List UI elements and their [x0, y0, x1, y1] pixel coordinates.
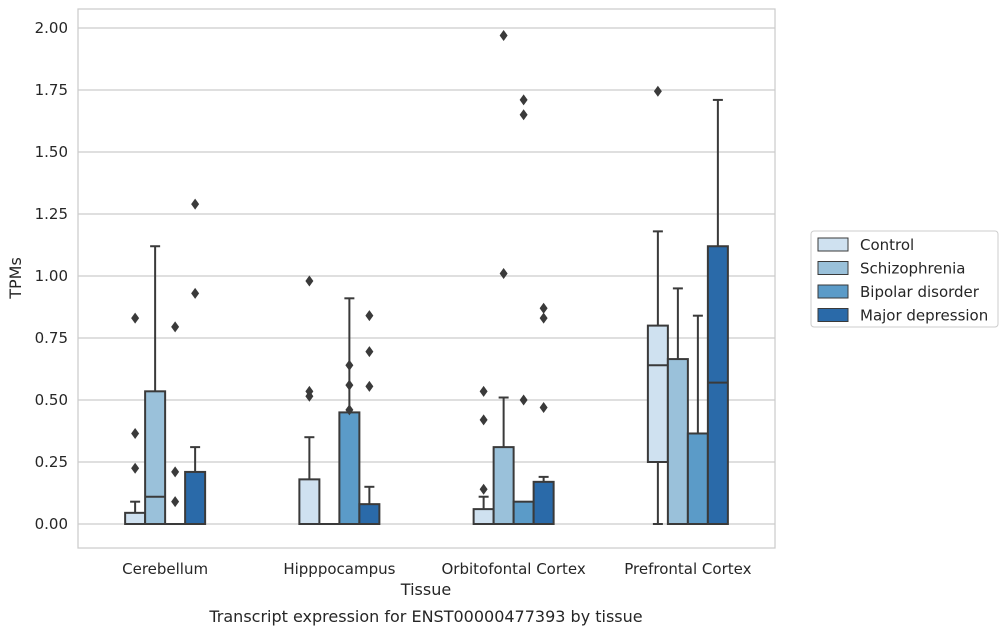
x-tick-label: Prefrontal Cortex: [624, 560, 751, 578]
box: [492, 446, 515, 525]
outlier-point: [131, 427, 140, 439]
y-tick-label: 1.00: [35, 267, 68, 285]
legend-label: Bipolar disorder: [860, 283, 980, 301]
box-group: [472, 385, 495, 525]
y-tick-label: 0.25: [35, 453, 68, 471]
y-tick-label: 1.25: [35, 205, 68, 223]
outlier-point: [539, 302, 548, 314]
outlier-point: [131, 462, 140, 474]
outlier-point: [479, 483, 488, 495]
x-tick-label: Orbitofontal Cortex: [442, 560, 586, 578]
y-tick-label: 2.00: [35, 19, 68, 37]
box-group: [358, 310, 381, 526]
outlier-point: [345, 404, 354, 416]
outlier-point: [305, 390, 314, 402]
box-group: [338, 297, 361, 525]
outlier-point: [305, 275, 314, 287]
box-group: [666, 287, 689, 525]
box: [532, 480, 555, 525]
x-axis-ticks: Cerebellum Hipppocampus Orbitofontal Corte…: [122, 560, 751, 578]
legend-label: Major depression: [860, 307, 988, 325]
y-tick-label: 1.50: [35, 143, 68, 161]
box: [358, 503, 381, 526]
outlier-point: [171, 466, 180, 478]
box: [298, 478, 321, 525]
y-tick-label: 0.50: [35, 391, 68, 409]
x-axis-title: Tissue: [400, 580, 451, 599]
legend-swatch: [817, 284, 849, 299]
box: [666, 358, 689, 525]
y-axis-title: TPMs: [6, 257, 25, 300]
box: [124, 511, 147, 526]
y-axis-ticks: 0.00 0.25 0.50 0.75 1.00 1.25 1.50 1.75 2.00: [35, 19, 68, 533]
legend-swatch: [817, 261, 849, 275]
y-tick-label: 0.00: [35, 515, 68, 533]
outlier-point: [479, 414, 488, 426]
legend-swatch: [817, 237, 849, 252]
legend: Control Schizophrenia Bipolar disorder Majo…: [810, 230, 999, 328]
box: [512, 500, 535, 525]
y-tick-label: 0.75: [35, 329, 68, 347]
outlier-point: [519, 109, 528, 121]
box-marks: [124, 29, 729, 526]
outlier-point: [539, 401, 548, 413]
box-group: [124, 312, 147, 526]
legend-frame: [810, 230, 999, 328]
chart-caption: Transcript expression for ENST0000047739…: [208, 607, 642, 626]
outlier-point: [191, 198, 200, 210]
outlier-point: [365, 310, 374, 322]
box: [184, 470, 207, 526]
x-tick-label: Cerebellum: [122, 560, 208, 578]
box-group: [646, 85, 669, 525]
box: [338, 411, 361, 525]
outlier-point: [499, 29, 508, 41]
box: [144, 390, 167, 525]
x-tick-label: Hipppocampus: [283, 560, 395, 578]
outlier-point: [479, 385, 488, 397]
box-group: [164, 321, 187, 526]
legend-label: Control: [860, 236, 914, 254]
legend-label: Schizophrenia: [860, 260, 965, 278]
outlier-point: [653, 85, 662, 97]
outlier-point: [365, 380, 374, 392]
box-group: [532, 302, 555, 525]
box-group: [706, 98, 729, 526]
outlier-point: [171, 496, 180, 508]
box-group: [686, 314, 709, 526]
y-tick-label: 1.75: [35, 81, 68, 99]
outlier-point: [499, 268, 508, 280]
outlier-point: [519, 94, 528, 106]
box: [472, 508, 495, 525]
outlier-point: [519, 394, 528, 406]
box: [706, 245, 729, 526]
box-group: [492, 29, 515, 525]
outlier-point: [131, 312, 140, 324]
outlier-point: [365, 346, 374, 358]
outlier-point: [539, 312, 548, 324]
legend-swatch: [817, 308, 849, 322]
box-group: [512, 94, 535, 525]
outlier-point: [345, 379, 354, 391]
box-group: [144, 245, 167, 525]
outlier-point: [191, 287, 200, 299]
box-group: [184, 198, 207, 526]
outlier-point: [345, 359, 354, 371]
box: [686, 432, 709, 526]
outlier-point: [171, 321, 180, 333]
box: [646, 324, 669, 463]
box-group: [298, 275, 321, 525]
